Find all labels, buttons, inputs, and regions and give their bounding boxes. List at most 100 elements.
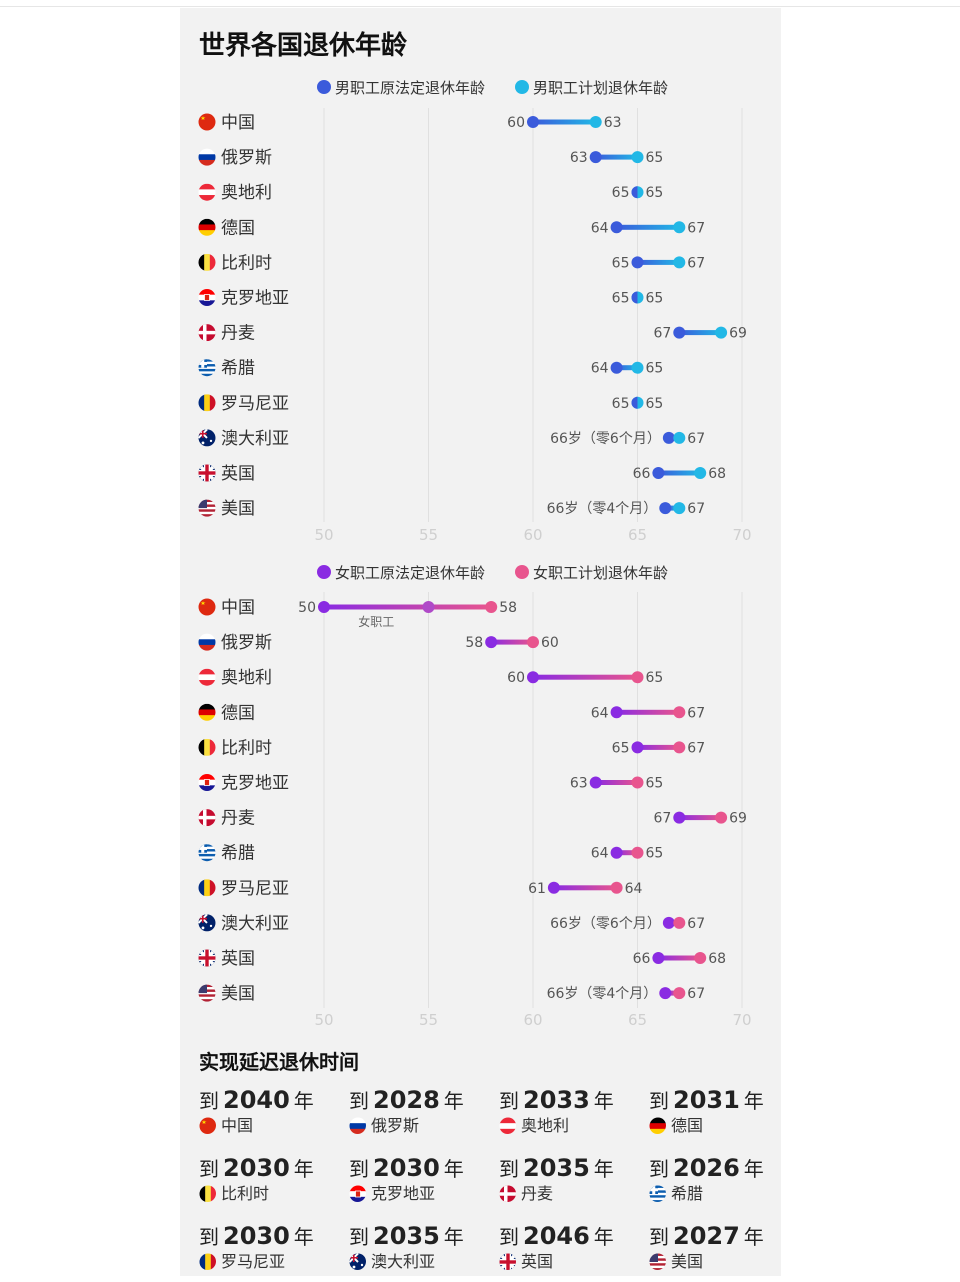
- point-original: [547, 881, 560, 894]
- country-label: 丹麦: [221, 809, 255, 829]
- value-label-planned: 67: [687, 255, 705, 271]
- legend-marker: [515, 565, 529, 579]
- chart-row: 比利时 65 67: [198, 738, 705, 758]
- timeline-item: 到 2033 年奥地利: [499, 1086, 649, 1146]
- flag-icon: [349, 1253, 366, 1270]
- flag-icon: [198, 253, 216, 271]
- value-label-original: 66岁（零4个月）: [547, 501, 658, 517]
- timeline-suffix: 年: [443, 1089, 464, 1113]
- country-label: 美国: [221, 984, 255, 1004]
- flag-icon: [198, 359, 216, 377]
- chart-row: 美国 66岁（零4个月） 67: [198, 984, 705, 1004]
- range-bar: [616, 709, 680, 715]
- value-label-original: 63: [570, 776, 588, 792]
- timeline-country: 德国: [649, 1115, 799, 1137]
- flag-icon: [198, 703, 216, 721]
- point-planned: [631, 671, 644, 684]
- x-tick-label: 50: [314, 526, 333, 544]
- range-bar: [533, 119, 596, 125]
- point-original: [610, 706, 623, 719]
- point-planned: [631, 776, 644, 789]
- point-planned: [715, 326, 728, 339]
- timeline-item: 到 2027 年美国: [649, 1222, 799, 1282]
- flag-icon: [649, 1253, 666, 1270]
- timeline-year-line: 到 2026 年: [649, 1154, 799, 1183]
- value-label-original: 65: [612, 185, 630, 201]
- flag-icon: [349, 1117, 366, 1134]
- timeline-year-line: 到 2046 年: [499, 1222, 649, 1251]
- range-bar: [491, 639, 533, 645]
- value-label-original: 67: [653, 326, 671, 342]
- chart-panel-1: 男职工原法定退休年龄 男职工计划退休年龄 50 55 60 65 70 中国 60 63 俄罗斯 63…: [198, 79, 752, 544]
- timeline-country-label: 克罗地亚: [371, 1184, 436, 1203]
- timeline-country-label: 美国: [671, 1252, 704, 1271]
- flag-icon: [499, 1253, 516, 1270]
- timeline-year: 2035: [373, 1222, 440, 1250]
- flag-icon: [499, 1253, 516, 1270]
- timeline-country-label: 比利时: [221, 1184, 270, 1203]
- annotation-point: [422, 601, 435, 613]
- point-planned: [527, 636, 539, 649]
- timeline-country-label: 中国: [221, 1116, 254, 1135]
- chart-row: 澳大利亚 66岁（零6个月） 67: [198, 429, 705, 449]
- timeline-year-line: 到 2035 年: [349, 1222, 499, 1251]
- value-label-planned: 65: [646, 185, 664, 201]
- flag-icon: [199, 1185, 216, 1202]
- country-label: 德国: [221, 703, 255, 723]
- point-planned: [673, 221, 686, 234]
- timeline-suffix: 年: [293, 1225, 314, 1249]
- chart-row: 克罗地亚 63 65: [198, 774, 663, 794]
- timeline-prefix: 到: [349, 1157, 369, 1181]
- country-label: 奥地利: [221, 668, 272, 688]
- x-tick-label: 65: [628, 1011, 647, 1029]
- timeline-country: 澳大利亚: [349, 1251, 499, 1273]
- timeline-item: 到 2030 年罗马尼亚: [199, 1222, 349, 1282]
- timeline-suffix: 年: [443, 1157, 464, 1181]
- point-planned: [589, 116, 602, 128]
- chart-row: 俄罗斯 63 65: [198, 148, 663, 168]
- timeline-year: 2028: [373, 1086, 440, 1114]
- value-label-planned: 67: [687, 740, 705, 756]
- flag-icon: [198, 598, 216, 616]
- timeline-country-label: 希腊: [671, 1184, 704, 1203]
- country-label: 罗马尼亚: [221, 394, 289, 414]
- value-label-original: 50: [298, 600, 316, 616]
- timeline-year: 2046: [523, 1222, 590, 1250]
- flag-icon: [198, 668, 216, 686]
- timeline-prefix: 到: [349, 1225, 369, 1249]
- point-planned: [631, 151, 644, 164]
- country-label: 俄罗斯: [221, 148, 272, 168]
- range-bar: [616, 224, 680, 230]
- flag-icon: [198, 394, 216, 412]
- chart-row: 德国 64 67: [198, 218, 705, 238]
- range-bar: [637, 259, 680, 265]
- timeline-prefix: 到: [349, 1089, 369, 1113]
- flag-icon: [499, 1185, 516, 1202]
- point-original: [673, 811, 686, 824]
- timeline-country: 英国: [499, 1251, 649, 1273]
- value-label-planned: 68: [708, 951, 726, 967]
- timeline-item: 到 2026 年希腊: [649, 1154, 799, 1214]
- x-tick-label: 70: [732, 1011, 751, 1029]
- legend-label: 男职工计划退休年龄: [533, 79, 668, 97]
- chart-row: 比利时 65 67: [198, 253, 705, 273]
- point-original: [659, 502, 672, 515]
- timeline-item: 到 2035 年澳大利亚: [349, 1222, 499, 1282]
- chart-row: 克罗地亚 65 65: [198, 289, 663, 309]
- timeline-prefix: 到: [649, 1225, 669, 1249]
- chart-row: 丹麦 67 69: [198, 809, 747, 829]
- chart-row: 奥地利 60 65: [198, 668, 663, 688]
- point-planned: [673, 502, 686, 515]
- range-bar: [665, 990, 680, 996]
- timeline-country-label: 俄罗斯: [371, 1116, 420, 1135]
- legend-marker: [515, 80, 529, 94]
- timeline-year: 2030: [373, 1154, 440, 1182]
- flag-icon: [198, 218, 216, 236]
- country-label: 澳大利亚: [221, 429, 289, 449]
- chart-row: 英国 66 68: [198, 464, 726, 484]
- timeline-suffix: 年: [443, 1225, 464, 1249]
- value-label-planned: 67: [687, 501, 705, 517]
- range-bar: [658, 470, 701, 476]
- annotation-label: 女职工: [358, 614, 394, 629]
